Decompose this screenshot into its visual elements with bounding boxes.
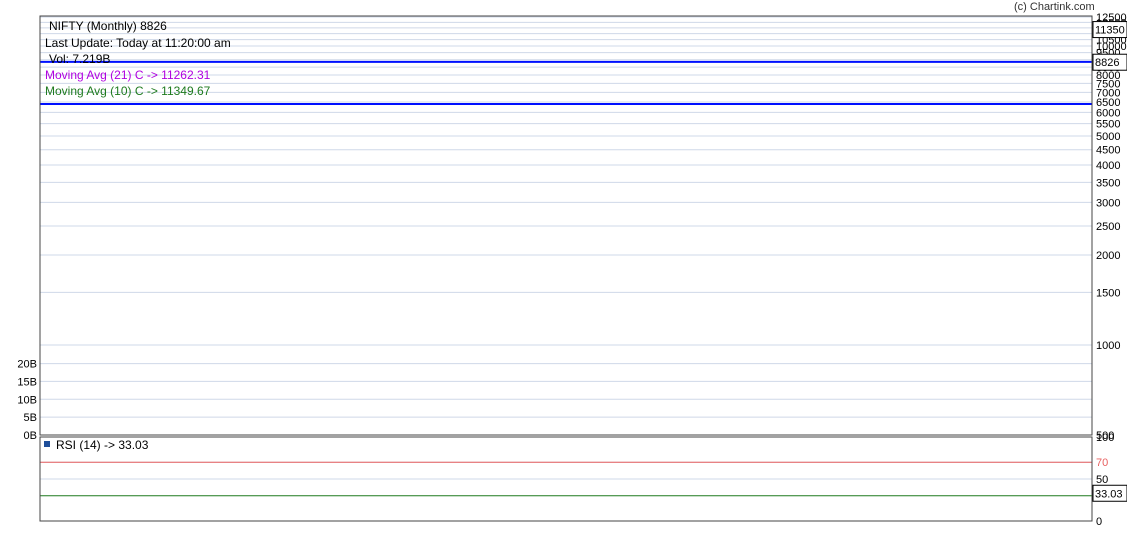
price-marker-box bbox=[1092, 53, 1127, 71]
price-axis-tick-label: 8000 bbox=[1096, 70, 1120, 82]
credit-text: (c) Chartink.com bbox=[1014, 1, 1095, 13]
price-axis-tick-label: 7500 bbox=[1096, 78, 1120, 90]
chart-title: NIFTY (Monthly) 8826 bbox=[49, 19, 167, 33]
rsi-axis-tick-label: 70 bbox=[1096, 457, 1108, 469]
chart-frame bbox=[39, 15, 1093, 522]
price-axis-tick-label: 5000 bbox=[1096, 131, 1120, 143]
price-marker-label: 8826 bbox=[1095, 57, 1119, 69]
price-axis-tick-label: 1000 bbox=[1096, 340, 1120, 352]
price-axis-tick-label: 7000 bbox=[1096, 87, 1120, 99]
price-panel-border bbox=[39, 15, 1093, 436]
price-axis-tick-label: 3500 bbox=[1096, 177, 1120, 189]
grid bbox=[40, 16, 1092, 522]
price-axis-tick-label: 4000 bbox=[1096, 160, 1120, 172]
price-axis-tick-label: 5500 bbox=[1096, 119, 1120, 131]
price-axis-tick-label: 500 bbox=[1096, 430, 1114, 442]
price-axis-tick-label: 1500 bbox=[1096, 287, 1120, 299]
rsi-axis-tick-label: 50 bbox=[1096, 474, 1108, 486]
volume-axis-tick-label: 15B bbox=[17, 376, 37, 388]
volume-axis-tick-label: 0B bbox=[24, 430, 37, 442]
ma21-legend: Moving Avg (21) C -> 11262.31 bbox=[45, 68, 211, 82]
volume-axis-tick-label: 10B bbox=[17, 394, 37, 406]
price-axis-tick-label: 6500 bbox=[1096, 97, 1120, 109]
rsi-legend: RSI (14) -> 33.03 bbox=[56, 438, 149, 452]
rsi-panel-border bbox=[39, 436, 1093, 522]
price-axis-tick-label: 6000 bbox=[1096, 107, 1120, 119]
price-axis-tick-label: 10000 bbox=[1096, 41, 1127, 53]
rsi-axis-tick-label: 100 bbox=[1096, 432, 1114, 444]
price-marker-label: 11350 bbox=[1095, 25, 1125, 37]
rsi-legend-swatch bbox=[44, 441, 50, 447]
price-axis-tick-label: 2500 bbox=[1096, 221, 1120, 233]
price-axis-tick-label: 12500 bbox=[1096, 12, 1127, 24]
volume-axis-tick-label: 5B bbox=[24, 412, 37, 424]
rsi-axis-tick-label: 0 bbox=[1096, 516, 1102, 528]
rsi-marker-box bbox=[1092, 484, 1127, 502]
price-marker-box bbox=[1092, 21, 1127, 39]
volume-axis-tick-label: 20B bbox=[17, 359, 37, 371]
rsi-marker-label: 33.03 bbox=[1095, 488, 1123, 500]
price-axis-tick-label: 4500 bbox=[1096, 145, 1120, 157]
ma10-legend: Moving Avg (10) C -> 11349.67 bbox=[45, 84, 211, 98]
last-update-text: Last Update: Today at 11:20:00 am bbox=[45, 36, 231, 50]
axes: 2001200220032004200520062007200820092010… bbox=[17, 12, 1127, 528]
trendlines bbox=[40, 60, 1092, 105]
price-axis-tick-label: 3000 bbox=[1096, 197, 1120, 209]
rsi-panel bbox=[40, 461, 1092, 497]
price-axis-tick-label: 2000 bbox=[1096, 250, 1120, 262]
volume-text: Vol: 7.219B bbox=[49, 52, 110, 66]
